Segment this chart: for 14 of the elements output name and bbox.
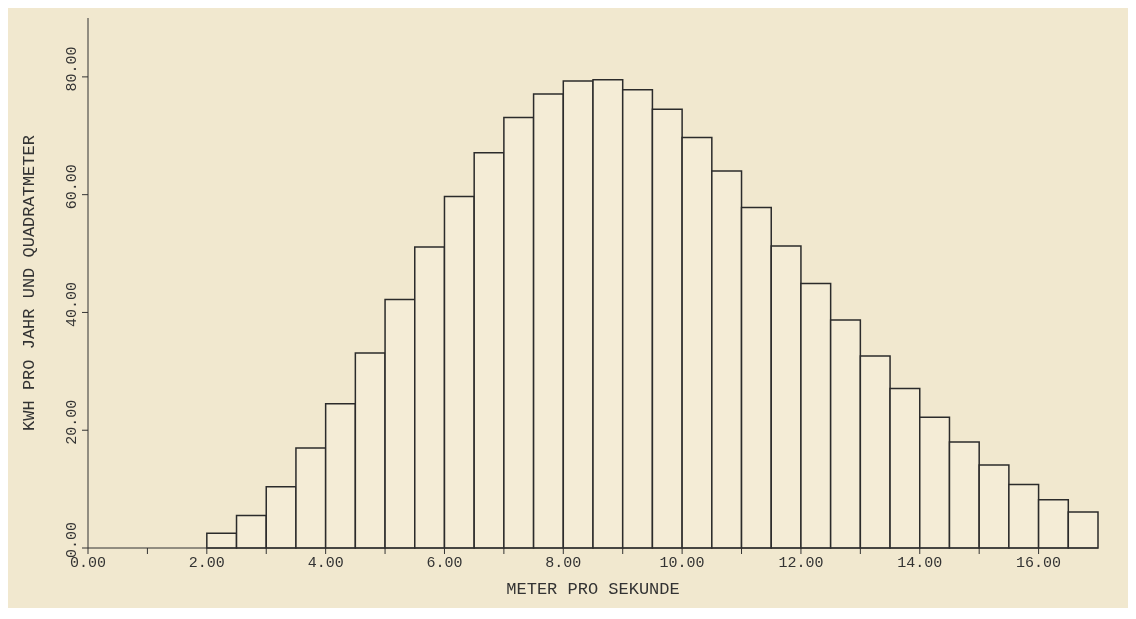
y-tick-label: 20.00 (64, 399, 81, 445)
x-tick-label: 8.00 (545, 554, 582, 572)
x-tick-label: 6.00 (426, 554, 463, 572)
x-tick-label: 10.00 (659, 554, 705, 572)
x-axis-title: METER PRO SEKUNDE (506, 580, 680, 599)
y-tick-label: 60.00 (64, 164, 81, 210)
y-tick-label: 80.00 (64, 46, 81, 92)
y-axis-title: KWH PRO JAHR UND QUADRATMETER (20, 135, 40, 431)
x-tick-label: 2.00 (188, 554, 225, 572)
x-tick-label: 12.00 (778, 554, 824, 572)
x-tick-label: 14.00 (897, 554, 943, 572)
x-tick-label: 4.00 (307, 554, 344, 572)
x-tick-label: 16.00 (1016, 554, 1062, 572)
y-tick-label: 40.00 (64, 281, 81, 327)
